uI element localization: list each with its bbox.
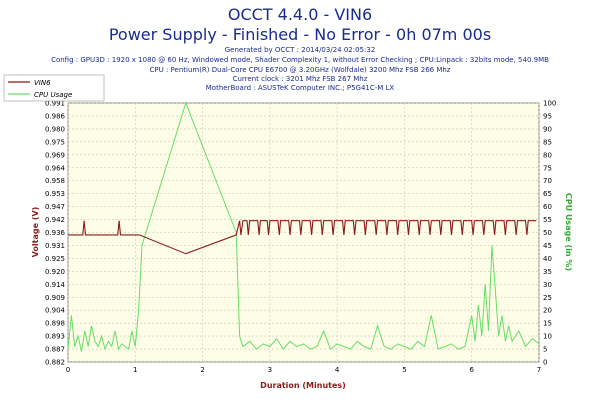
right-tick-label: 45 xyxy=(543,242,552,250)
left-tick-label: 0.947 xyxy=(45,203,65,211)
right-axis-ticks: 0 5 10 15 20 25 30 35 40 45 50 55 60 65 70 75 80 85 90 95 10… xyxy=(543,100,556,367)
series-lines xyxy=(67,101,540,352)
left-axis-ticks: 0.882 0.887 0.893 0.898 0.904 0.909 0.914 0.920… xyxy=(45,100,66,367)
left-tick-label: 0.914 xyxy=(45,281,66,289)
right-tick-label: 50 xyxy=(543,229,552,237)
left-tick-label: 0.991 xyxy=(45,100,65,108)
right-tick-label: 20 xyxy=(543,307,552,315)
left-tick-label: 0.909 xyxy=(45,294,65,302)
left-axis-label: Voltage (V) xyxy=(31,207,40,258)
right-tick-label: 0 xyxy=(543,359,547,367)
legend-box xyxy=(3,74,105,102)
right-tick-label: 35 xyxy=(543,268,552,276)
legend-cpu-label: CPU Usage xyxy=(34,91,72,99)
chart-title: OCCT 4.4.0 - VIN6 xyxy=(228,5,372,24)
right-tick-label: 85 xyxy=(543,138,552,146)
right-tick-label: 100 xyxy=(543,100,556,108)
x-tick-label: 0 xyxy=(66,366,70,374)
x-tick-label: 2 xyxy=(200,366,204,374)
x-tick-label: 6 xyxy=(469,366,474,374)
config-info: Config : GPU3D : 1920 x 1080 @ 60 Hz, Wi… xyxy=(51,56,549,64)
right-tick-label: 30 xyxy=(543,281,552,289)
right-tick-label: 25 xyxy=(543,294,552,302)
right-tick-label: 70 xyxy=(543,177,552,185)
right-tick-label: 40 xyxy=(543,255,552,263)
right-tick-label: 5 xyxy=(543,346,547,354)
x-axis-ticks: 0 1 2 3 4 5 6 7 xyxy=(66,366,541,374)
left-tick-label: 0.925 xyxy=(45,255,65,263)
right-tick-label: 10 xyxy=(543,333,552,341)
left-tick-label: 0.980 xyxy=(45,125,65,133)
right-tick-label: 75 xyxy=(543,164,552,172)
right-axis-label: CPU Usage (in %) xyxy=(564,193,573,271)
x-axis-label: Duration (Minutes) xyxy=(260,381,346,390)
legend-vin6-label: VIN6 xyxy=(34,79,51,87)
left-tick-label: 0.953 xyxy=(45,190,65,198)
x-tick-label: 1 xyxy=(133,366,137,374)
left-tick-label: 0.969 xyxy=(45,151,65,159)
cpu-info: CPU : Pentium(R) Dual-Core CPU E6700 @ 3… xyxy=(150,66,451,74)
left-tick-label: 0.936 xyxy=(45,229,66,237)
grid-lines xyxy=(67,102,540,363)
left-tick-label: 0.942 xyxy=(45,216,65,224)
legend: VIN6 CPU Usage xyxy=(3,74,105,102)
chart-subtitle: Power Supply - Finished - No Error - 0h … xyxy=(109,25,491,44)
left-tick-label: 0.931 xyxy=(45,242,65,250)
left-tick-label: 0.904 xyxy=(45,307,66,315)
x-tick-label: 5 xyxy=(402,366,406,374)
left-tick-label: 0.887 xyxy=(45,346,65,354)
right-tick-label: 80 xyxy=(543,151,552,159)
clock-info: Current clock : 3201 Mhz FSB 267 Mhz xyxy=(233,75,368,83)
left-tick-label: 0.893 xyxy=(45,333,65,341)
right-tick-label: 60 xyxy=(543,203,552,211)
left-tick-label: 0.958 xyxy=(45,177,65,185)
vin6-series-line xyxy=(68,220,537,255)
right-tick-label: 90 xyxy=(543,125,552,133)
right-tick-label: 65 xyxy=(543,190,552,198)
right-tick-label: 15 xyxy=(543,320,552,328)
motherboard-info: MotherBoard : ASUSTeK Computer INC.; P5G… xyxy=(206,84,395,92)
left-tick-label: 0.920 xyxy=(45,268,65,276)
left-tick-label: 0.964 xyxy=(45,164,66,172)
x-tick-label: 7 xyxy=(537,366,541,374)
left-tick-label: 0.975 xyxy=(45,138,65,146)
left-tick-label: 0.986 xyxy=(45,112,66,120)
x-tick-label: 3 xyxy=(268,366,272,374)
left-tick-label: 0.898 xyxy=(45,320,65,328)
cpu-usage-series-line xyxy=(67,101,540,352)
right-tick-label: 95 xyxy=(543,112,552,120)
right-tick-label: 55 xyxy=(543,216,552,224)
generated-info: Generated by OCCT : 2014/03/24 02:05:32 xyxy=(225,46,376,54)
left-tick-label: 0.882 xyxy=(45,359,65,367)
x-tick-label: 4 xyxy=(335,366,340,374)
